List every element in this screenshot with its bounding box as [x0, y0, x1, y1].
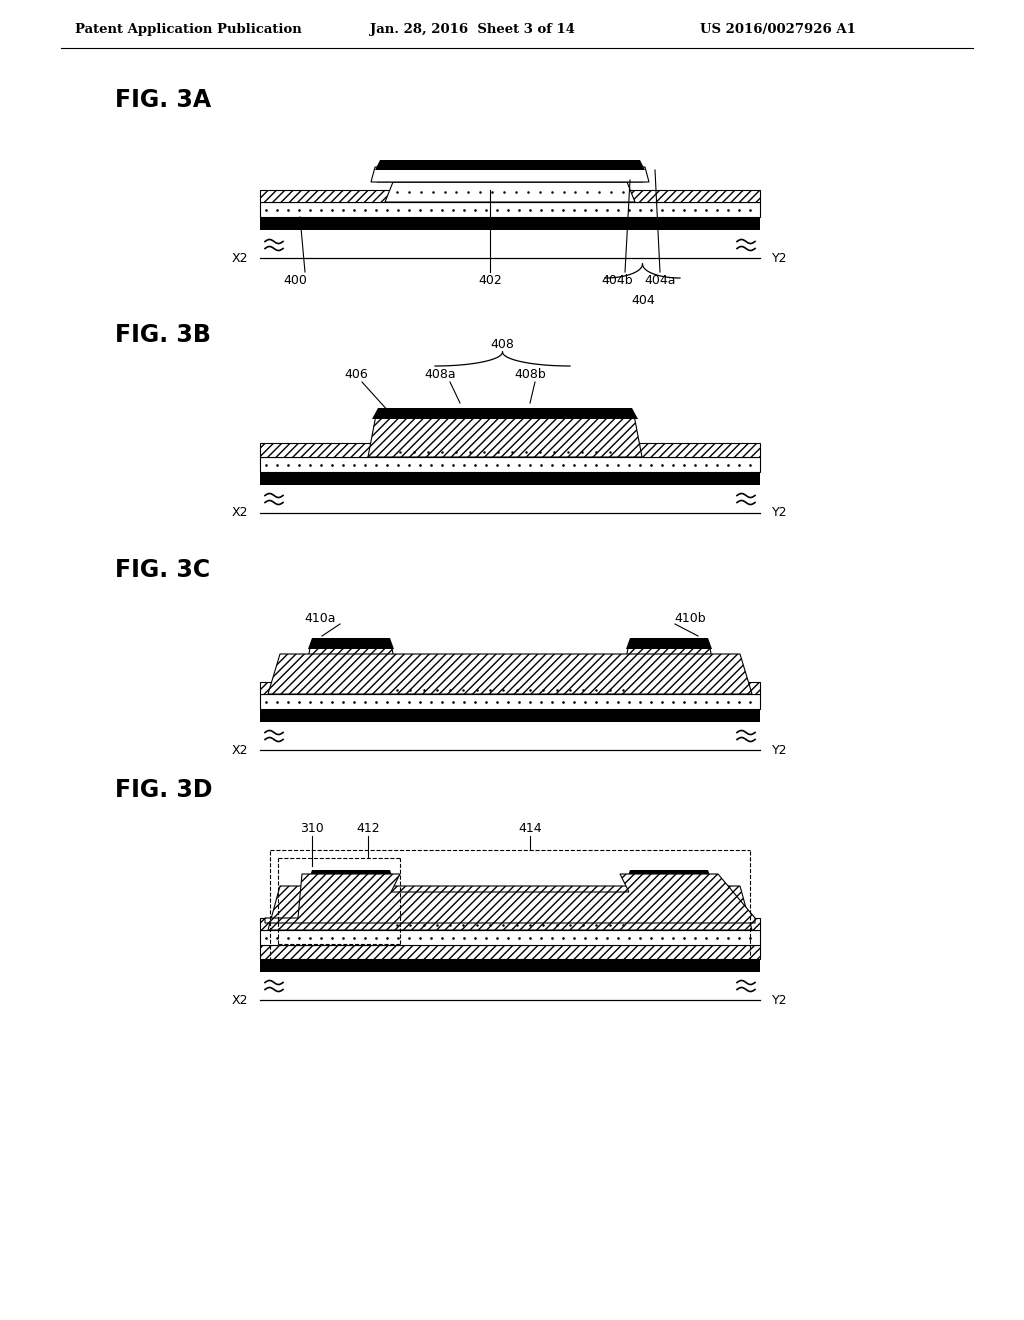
Polygon shape	[620, 880, 718, 931]
Polygon shape	[260, 457, 760, 473]
Polygon shape	[626, 870, 712, 880]
Text: 402: 402	[478, 273, 502, 286]
Text: 410a: 410a	[304, 611, 336, 624]
Polygon shape	[389, 898, 631, 908]
Polygon shape	[385, 908, 635, 931]
Text: 408b: 408b	[514, 367, 546, 380]
Polygon shape	[302, 880, 400, 931]
Text: 412: 412	[356, 821, 380, 834]
Polygon shape	[260, 960, 760, 972]
Text: 400: 400	[283, 273, 307, 286]
Polygon shape	[380, 428, 630, 457]
Text: FIG. 3A: FIG. 3A	[115, 88, 211, 112]
Polygon shape	[260, 945, 760, 960]
Text: Y2: Y2	[772, 994, 787, 1006]
Polygon shape	[260, 694, 760, 709]
Text: X2: X2	[231, 252, 248, 264]
Polygon shape	[265, 874, 755, 923]
Polygon shape	[377, 172, 643, 182]
Text: 406: 406	[344, 367, 368, 380]
Polygon shape	[620, 648, 718, 694]
Text: FIG. 3C: FIG. 3C	[115, 558, 210, 582]
Text: Y2: Y2	[772, 252, 787, 264]
Text: US 2016/0027926 A1: US 2016/0027926 A1	[700, 24, 856, 37]
Polygon shape	[375, 160, 645, 170]
Polygon shape	[260, 709, 760, 722]
Text: FIG. 3B: FIG. 3B	[115, 323, 211, 347]
Text: Y2: Y2	[772, 743, 787, 756]
Text: X2: X2	[231, 507, 248, 520]
Polygon shape	[260, 216, 760, 230]
Text: Patent Application Publication: Patent Application Publication	[75, 24, 302, 37]
Text: Y2: Y2	[772, 507, 787, 520]
Text: Jan. 28, 2016  Sheet 3 of 14: Jan. 28, 2016 Sheet 3 of 14	[370, 24, 575, 37]
Text: FIG. 3D: FIG. 3D	[115, 777, 213, 803]
Text: 404a: 404a	[644, 273, 676, 286]
Text: 410b: 410b	[674, 611, 706, 624]
Polygon shape	[260, 917, 760, 931]
Polygon shape	[389, 671, 631, 678]
Polygon shape	[385, 678, 635, 694]
Polygon shape	[260, 931, 760, 945]
Polygon shape	[302, 648, 400, 694]
Text: X2: X2	[231, 743, 248, 756]
Polygon shape	[260, 473, 760, 484]
Polygon shape	[268, 886, 752, 931]
Text: 408: 408	[490, 338, 514, 351]
Polygon shape	[260, 202, 760, 216]
Polygon shape	[372, 408, 638, 418]
Polygon shape	[260, 444, 760, 457]
Text: 414: 414	[518, 821, 542, 834]
Polygon shape	[385, 182, 635, 202]
Polygon shape	[260, 190, 760, 202]
Polygon shape	[626, 638, 712, 649]
Polygon shape	[308, 870, 394, 880]
Text: 404b: 404b	[601, 273, 633, 286]
Text: 310: 310	[300, 821, 324, 834]
Polygon shape	[308, 638, 394, 649]
Polygon shape	[371, 168, 649, 182]
Polygon shape	[268, 653, 752, 694]
Text: 408a: 408a	[424, 367, 456, 380]
Polygon shape	[390, 440, 620, 457]
Text: 404: 404	[631, 293, 655, 306]
Polygon shape	[368, 414, 642, 457]
Polygon shape	[260, 682, 760, 694]
Text: X2: X2	[231, 994, 248, 1006]
